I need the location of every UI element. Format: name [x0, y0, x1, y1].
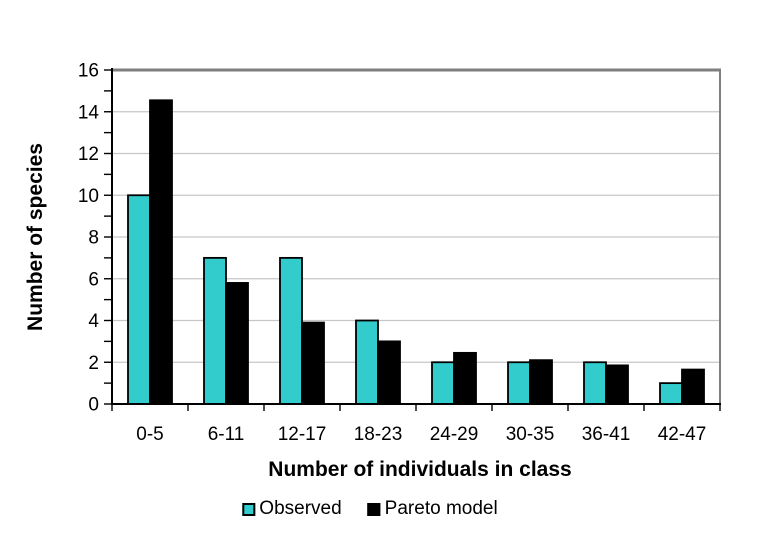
y-tick-label: 12: [78, 144, 99, 165]
x-category-label: 30-35: [506, 424, 555, 445]
y-tick-label: 16: [78, 61, 99, 82]
bar-pareto-model-12-17: [301, 321, 325, 405]
legend: Observed Pareto model: [242, 498, 498, 520]
bar-observed-18-23: [355, 319, 379, 405]
bar-pareto-model-36-41: [605, 364, 629, 405]
bar-observed-42-47: [659, 382, 683, 405]
y-tick-label: 8: [88, 228, 99, 249]
y-axis-title: Number of species: [24, 143, 47, 331]
y-tick-label: 2: [88, 353, 99, 374]
y-tick-label: 4: [88, 311, 99, 332]
bar-pareto-model-6-11: [225, 282, 249, 405]
x-category-label: 6-11: [208, 424, 245, 445]
bar-pareto-model-0-5: [149, 99, 173, 405]
y-tick-label: 0: [88, 395, 99, 416]
x-category-label: 24-29: [430, 424, 479, 445]
legend-label-observed: Observed: [259, 498, 342, 519]
x-category-label: 12-17: [278, 424, 327, 445]
y-tick-label: 14: [78, 102, 100, 123]
x-category-label: 36-41: [582, 424, 631, 445]
bar-observed-12-17: [279, 256, 303, 405]
legend-swatch-observed-icon: [242, 502, 256, 516]
bar-observed-30-35: [507, 361, 531, 405]
x-category-label: 42-47: [658, 424, 707, 445]
bar-observed-6-11: [203, 256, 227, 405]
bar-pareto-model-18-23: [377, 340, 401, 405]
y-tick-label: 6: [88, 269, 99, 290]
bar-observed-36-41: [583, 361, 607, 405]
bar-pareto-model-30-35: [529, 359, 553, 405]
legend-item-observed: Observed: [242, 498, 342, 520]
legend-swatch-pareto-model-icon: [367, 502, 381, 516]
x-axis-title: Number of individuals in class: [268, 458, 572, 481]
x-category-label: 18-23: [354, 424, 403, 445]
bar-pareto-model-42-47: [681, 368, 705, 405]
bar-pareto-model-24-29: [453, 351, 477, 405]
bar-observed-24-29: [431, 361, 455, 405]
y-tick-label: 10: [78, 186, 99, 207]
x-category-label: 0-5: [136, 424, 163, 445]
bar-observed-0-5: [127, 194, 151, 405]
legend-label-pareto-model: Pareto model: [384, 498, 498, 519]
legend-item-pareto-model: Pareto model: [367, 498, 498, 520]
